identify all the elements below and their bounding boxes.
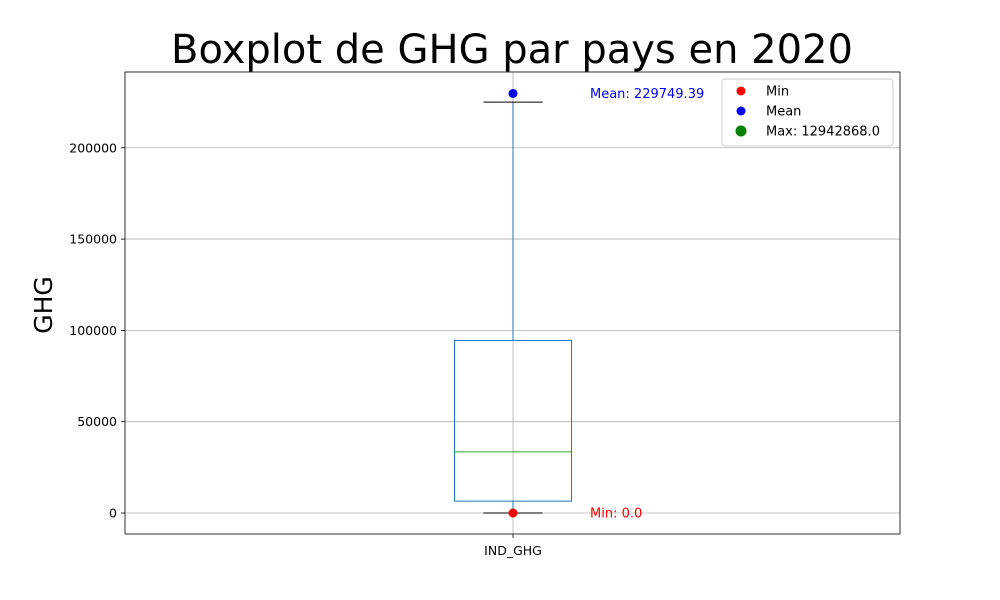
plot-area: 0 50000 100000 150000 200000 IND_GHG Mean: 229… [69,71,901,558]
y-axis-label: GHG [29,276,58,334]
y-tick-label: 150000 [69,232,117,247]
legend-entry: Max: 12942868.0 [766,125,880,140]
annotation-label: Mean: 229749.39 [590,87,704,102]
mean-marker [508,88,518,98]
y-tick-label: 100000 [69,323,117,338]
iqr-box [454,339,572,502]
legend-entry: Mean [766,105,801,120]
legend-marker [736,86,746,96]
legend-marker [736,106,746,116]
y-tick-label: 50000 [77,414,117,429]
legend-entry: Min [766,85,789,100]
legend-marker [735,125,747,137]
axes-frame [124,71,901,535]
chart-title: Boxplot de GHG par pays en 2020 [171,27,853,73]
y-tick-label: 200000 [69,140,117,155]
annotation-label: Min: 0.0 [590,507,642,522]
min-marker [508,508,518,518]
x-tick-label: IND_GHG [484,543,542,558]
y-tick-label: 0 [109,506,117,521]
legend-box [721,78,894,147]
